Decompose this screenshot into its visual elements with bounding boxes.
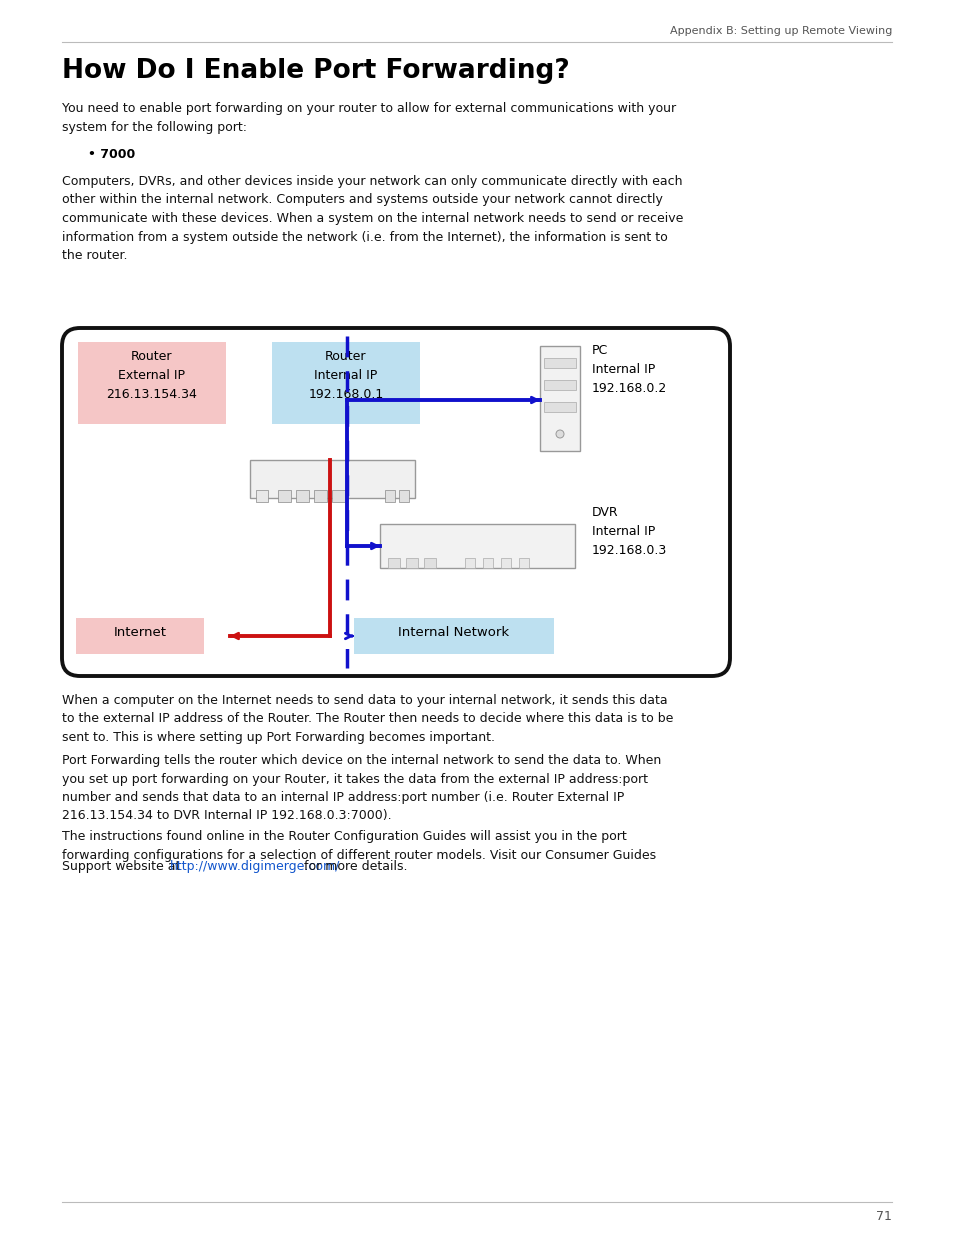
Bar <box>295 490 309 501</box>
Text: Internet: Internet <box>113 626 167 638</box>
Text: DVR
Internal IP
192.168.0.3: DVR Internal IP 192.168.0.3 <box>592 506 666 557</box>
Text: When a computer on the Internet needs to send data to your internal network, it : When a computer on the Internet needs to… <box>62 694 673 743</box>
Text: Router
Internal IP
192.168.0.1: Router Internal IP 192.168.0.1 <box>308 350 383 401</box>
Bar <box>464 558 475 568</box>
Bar <box>482 558 493 568</box>
Text: The instructions found online in the Router Configuration Guides will assist you: The instructions found online in the Rou… <box>62 830 656 862</box>
Bar <box>398 490 409 501</box>
Circle shape <box>556 430 563 438</box>
Text: Support website at: Support website at <box>62 860 184 873</box>
Bar <box>379 524 575 568</box>
FancyBboxPatch shape <box>76 618 204 655</box>
Text: You need to enable port forwarding on your router to allow for external communic: You need to enable port forwarding on yo… <box>62 103 676 133</box>
Bar <box>250 459 415 498</box>
Text: • 7000: • 7000 <box>88 148 135 161</box>
Bar <box>406 558 417 568</box>
Bar <box>277 490 291 501</box>
Bar <box>500 558 511 568</box>
FancyBboxPatch shape <box>272 342 419 424</box>
Text: 71: 71 <box>875 1210 891 1223</box>
Bar <box>423 558 436 568</box>
Bar <box>518 558 529 568</box>
Bar <box>314 490 327 501</box>
Bar <box>255 490 268 501</box>
Text: Internal Network: Internal Network <box>398 626 509 638</box>
Text: PC
Internal IP
192.168.0.2: PC Internal IP 192.168.0.2 <box>592 345 666 395</box>
Bar <box>332 490 345 501</box>
Bar <box>543 380 576 390</box>
Bar <box>539 346 579 451</box>
Text: Computers, DVRs, and other devices inside your network can only communicate dire: Computers, DVRs, and other devices insid… <box>62 175 682 262</box>
Text: How Do I Enable Port Forwarding?: How Do I Enable Port Forwarding? <box>62 58 569 84</box>
FancyBboxPatch shape <box>62 329 729 676</box>
FancyBboxPatch shape <box>354 618 554 655</box>
Bar <box>385 490 395 501</box>
Text: Router
External IP
216.13.154.34: Router External IP 216.13.154.34 <box>107 350 197 401</box>
Text: Port Forwarding tells the router which device on the internal network to send th: Port Forwarding tells the router which d… <box>62 755 660 823</box>
Text: for more details.: for more details. <box>304 860 407 873</box>
Bar <box>388 558 399 568</box>
Bar <box>543 403 576 412</box>
Text: http://www.digimerge.com/: http://www.digimerge.com/ <box>170 860 340 873</box>
FancyBboxPatch shape <box>78 342 226 424</box>
Bar <box>543 358 576 368</box>
Text: Appendix B: Setting up Remote Viewing: Appendix B: Setting up Remote Viewing <box>669 26 891 36</box>
